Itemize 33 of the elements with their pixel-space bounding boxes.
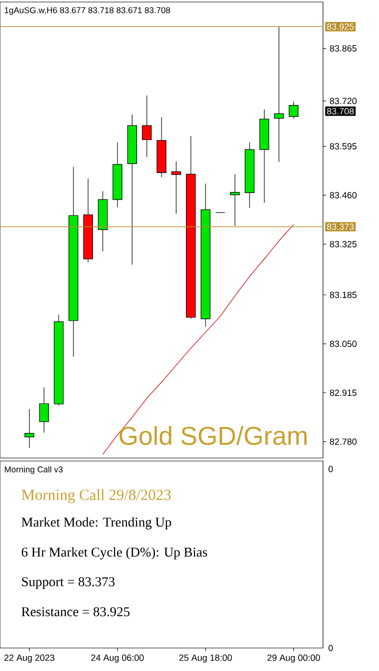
candlestick [24,408,34,448]
y-tick-label: 83.865 [330,45,357,52]
y-tick-label: 83.325 [330,240,357,248]
text: Morning Call v3 [4,466,63,474]
y-tick-label: 83.050 [330,340,357,348]
y-tick-label: 82.780 [330,438,357,445]
y-tick-label: 83.595 [330,143,357,150]
annotation: Gold SGD/Gram [120,426,307,446]
text: 1gAuSG.w,H6 83.677 83.718 83.671 83.708 [4,7,170,15]
y-tick-label: 82.915 [330,390,357,396]
ref-line-label: 83.373 [327,224,354,230]
candlestick [230,174,240,226]
text: Resistance = 83.925 [22,607,130,616]
text: Morning Call 29/8/2023 [22,489,171,504]
text: Market Mode: Trending Up [22,517,172,530]
y-tick-label: 83.720 [330,98,357,104]
y-tick-label: 83.185 [330,292,357,298]
category-label: 25 Aug 18:00 [179,654,232,663]
candlestick [142,95,152,158]
candlestick [288,101,298,120]
candlestick [39,387,49,433]
text: 0 [328,644,333,652]
candlestick [274,26,284,162]
category-label: 22 Aug 2023 [4,654,54,663]
ref-line-label: 83.925 [327,23,354,30]
category-label: 29 Aug 00:00 [267,654,320,663]
y-tick-label: 83.460 [330,192,357,198]
text: 0 [328,466,333,472]
category-label: 24 Aug 06:00 [91,654,144,663]
text: 83.708 [327,108,354,114]
text: Support = 83.373 [22,577,115,590]
candlestick [171,161,182,214]
text: 6 Hr Market Cycle (D%): Up Bias [22,547,208,560]
